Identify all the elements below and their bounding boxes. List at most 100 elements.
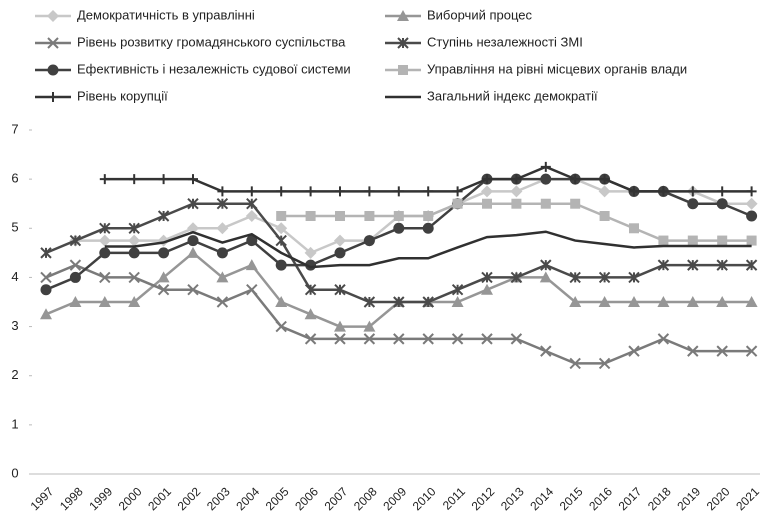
marker <box>570 198 581 209</box>
marker <box>716 259 728 271</box>
marker <box>187 246 199 258</box>
legend-label: Рівень розвитку громадянського суспільст… <box>77 34 346 49</box>
marker <box>540 198 551 209</box>
marker <box>745 259 758 271</box>
marker <box>687 186 698 197</box>
marker <box>570 174 581 185</box>
marker <box>40 247 52 259</box>
marker <box>48 92 58 102</box>
marker <box>628 271 640 284</box>
x-tick-label: 2013 <box>498 484 527 513</box>
marker <box>99 247 111 259</box>
x-tick-label: 2021 <box>733 484 762 513</box>
marker <box>275 296 288 307</box>
marker <box>569 357 581 370</box>
marker <box>334 320 346 332</box>
marker <box>422 222 434 234</box>
marker <box>745 345 758 357</box>
marker <box>245 210 258 222</box>
marker <box>40 308 52 320</box>
marker <box>423 186 434 197</box>
marker <box>276 211 287 221</box>
marker <box>99 222 111 234</box>
marker <box>245 259 258 271</box>
x-tick-label: 2020 <box>704 484 733 513</box>
marker <box>158 247 170 259</box>
legend-label: Управління на рівні місцевих органів вла… <box>427 61 687 76</box>
series-line <box>104 230 752 269</box>
x-tick-label: 2015 <box>557 484 586 513</box>
marker <box>745 197 758 210</box>
legend-label: Демократичність в управлінні <box>77 7 255 22</box>
marker <box>510 185 523 198</box>
marker <box>246 235 258 247</box>
marker <box>305 186 316 197</box>
marker <box>335 211 345 221</box>
marker <box>187 198 199 210</box>
marker <box>569 296 582 307</box>
y-tick-label: 5 <box>11 220 18 235</box>
marker <box>658 186 669 197</box>
y-tick-label: 6 <box>11 171 18 186</box>
marker <box>598 185 611 198</box>
marker <box>657 296 670 307</box>
marker <box>687 198 699 210</box>
x-tick-label: 2016 <box>586 484 615 513</box>
marker <box>658 235 669 246</box>
marker <box>397 10 409 21</box>
marker <box>717 235 728 246</box>
x-tick-label: 2008 <box>351 484 380 513</box>
marker <box>69 271 81 283</box>
x-tick-label: 2001 <box>145 484 174 513</box>
marker <box>451 333 464 345</box>
series-line <box>45 263 752 365</box>
marker <box>246 284 258 296</box>
marker <box>305 211 316 221</box>
marker <box>128 222 140 234</box>
marker <box>540 259 552 271</box>
marker <box>216 271 229 283</box>
marker <box>276 186 287 197</box>
marker <box>304 284 317 296</box>
marker <box>335 186 345 197</box>
marker <box>334 247 346 259</box>
x-tick-label: 2006 <box>292 484 321 513</box>
x-tick-label: 1998 <box>57 484 86 513</box>
marker <box>481 283 493 295</box>
marker <box>187 222 199 235</box>
marker <box>363 296 376 308</box>
marker <box>334 234 346 247</box>
marker <box>540 345 552 357</box>
marker <box>569 271 581 284</box>
marker <box>746 186 757 197</box>
y-tick-label: 1 <box>11 416 18 431</box>
marker <box>482 174 492 185</box>
marker <box>481 271 493 284</box>
marker <box>510 271 523 284</box>
marker <box>128 234 141 247</box>
marker <box>69 259 82 271</box>
marker <box>687 235 698 246</box>
x-tick-label: 2003 <box>204 484 233 513</box>
legend-label: Ступінь незалежності ЗМІ <box>427 34 583 49</box>
marker <box>128 271 140 284</box>
marker <box>481 333 493 345</box>
marker <box>422 296 434 308</box>
marker <box>539 271 552 283</box>
marker <box>304 308 317 320</box>
marker <box>216 247 228 259</box>
marker <box>216 296 229 308</box>
marker <box>47 64 59 76</box>
marker <box>745 296 758 307</box>
marker <box>246 198 258 210</box>
marker <box>364 186 375 197</box>
marker <box>481 185 493 198</box>
marker <box>716 198 728 210</box>
marker <box>452 186 463 197</box>
marker <box>687 259 699 271</box>
marker <box>40 284 52 296</box>
marker <box>628 345 640 357</box>
marker <box>69 234 82 247</box>
marker <box>687 345 699 357</box>
x-tick-label: 2009 <box>380 484 409 513</box>
